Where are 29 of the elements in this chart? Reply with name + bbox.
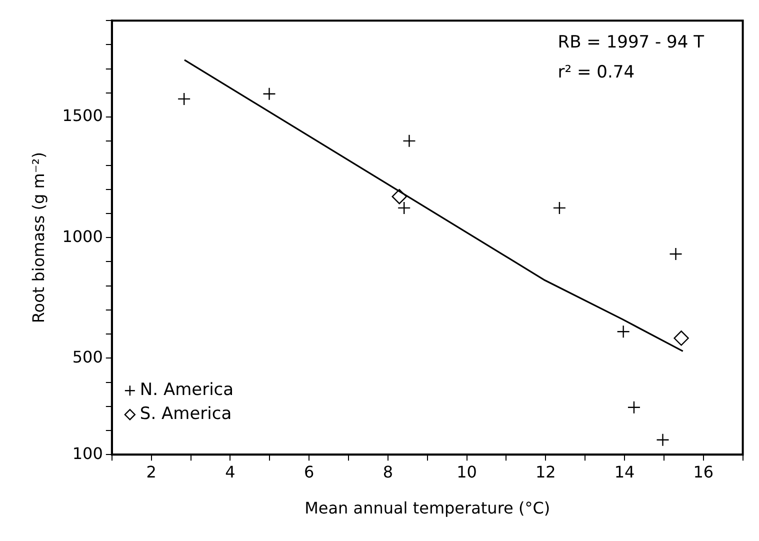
annotation: RB = 1997 - 94 T xyxy=(558,32,705,53)
annotation: r² = 0.74 xyxy=(558,62,635,83)
x-tick-label: 16 xyxy=(693,462,714,482)
y-tick-label: 500 xyxy=(72,347,103,366)
point xyxy=(627,400,641,414)
point xyxy=(552,201,566,215)
x-tick-label: 10 xyxy=(456,462,477,482)
point xyxy=(616,325,630,338)
point xyxy=(392,189,407,204)
x-tick-label: 14 xyxy=(614,462,635,482)
point xyxy=(262,87,276,100)
y-axis-title: Root biomass (g m⁻²) xyxy=(28,152,48,324)
point xyxy=(669,247,682,261)
y-tick-label: 1000 xyxy=(62,226,103,246)
x-tick-label: 12 xyxy=(535,462,556,482)
legend-label: S. America xyxy=(140,404,232,424)
x-axis-title: Mean annual temperature (°C) xyxy=(304,498,550,518)
y-tick-label: 1500 xyxy=(62,106,103,126)
point xyxy=(674,330,689,346)
point xyxy=(402,134,416,148)
x-tick-label: 2 xyxy=(146,462,156,482)
x-tick-label: 8 xyxy=(382,462,394,482)
legend-label: N. America xyxy=(140,380,234,400)
point xyxy=(397,201,411,215)
x-tick-label: 6 xyxy=(304,462,314,482)
point xyxy=(177,92,191,106)
point xyxy=(656,433,670,446)
x-tick-label: 4 xyxy=(225,462,236,482)
y-tick-label: 100 xyxy=(72,444,103,463)
